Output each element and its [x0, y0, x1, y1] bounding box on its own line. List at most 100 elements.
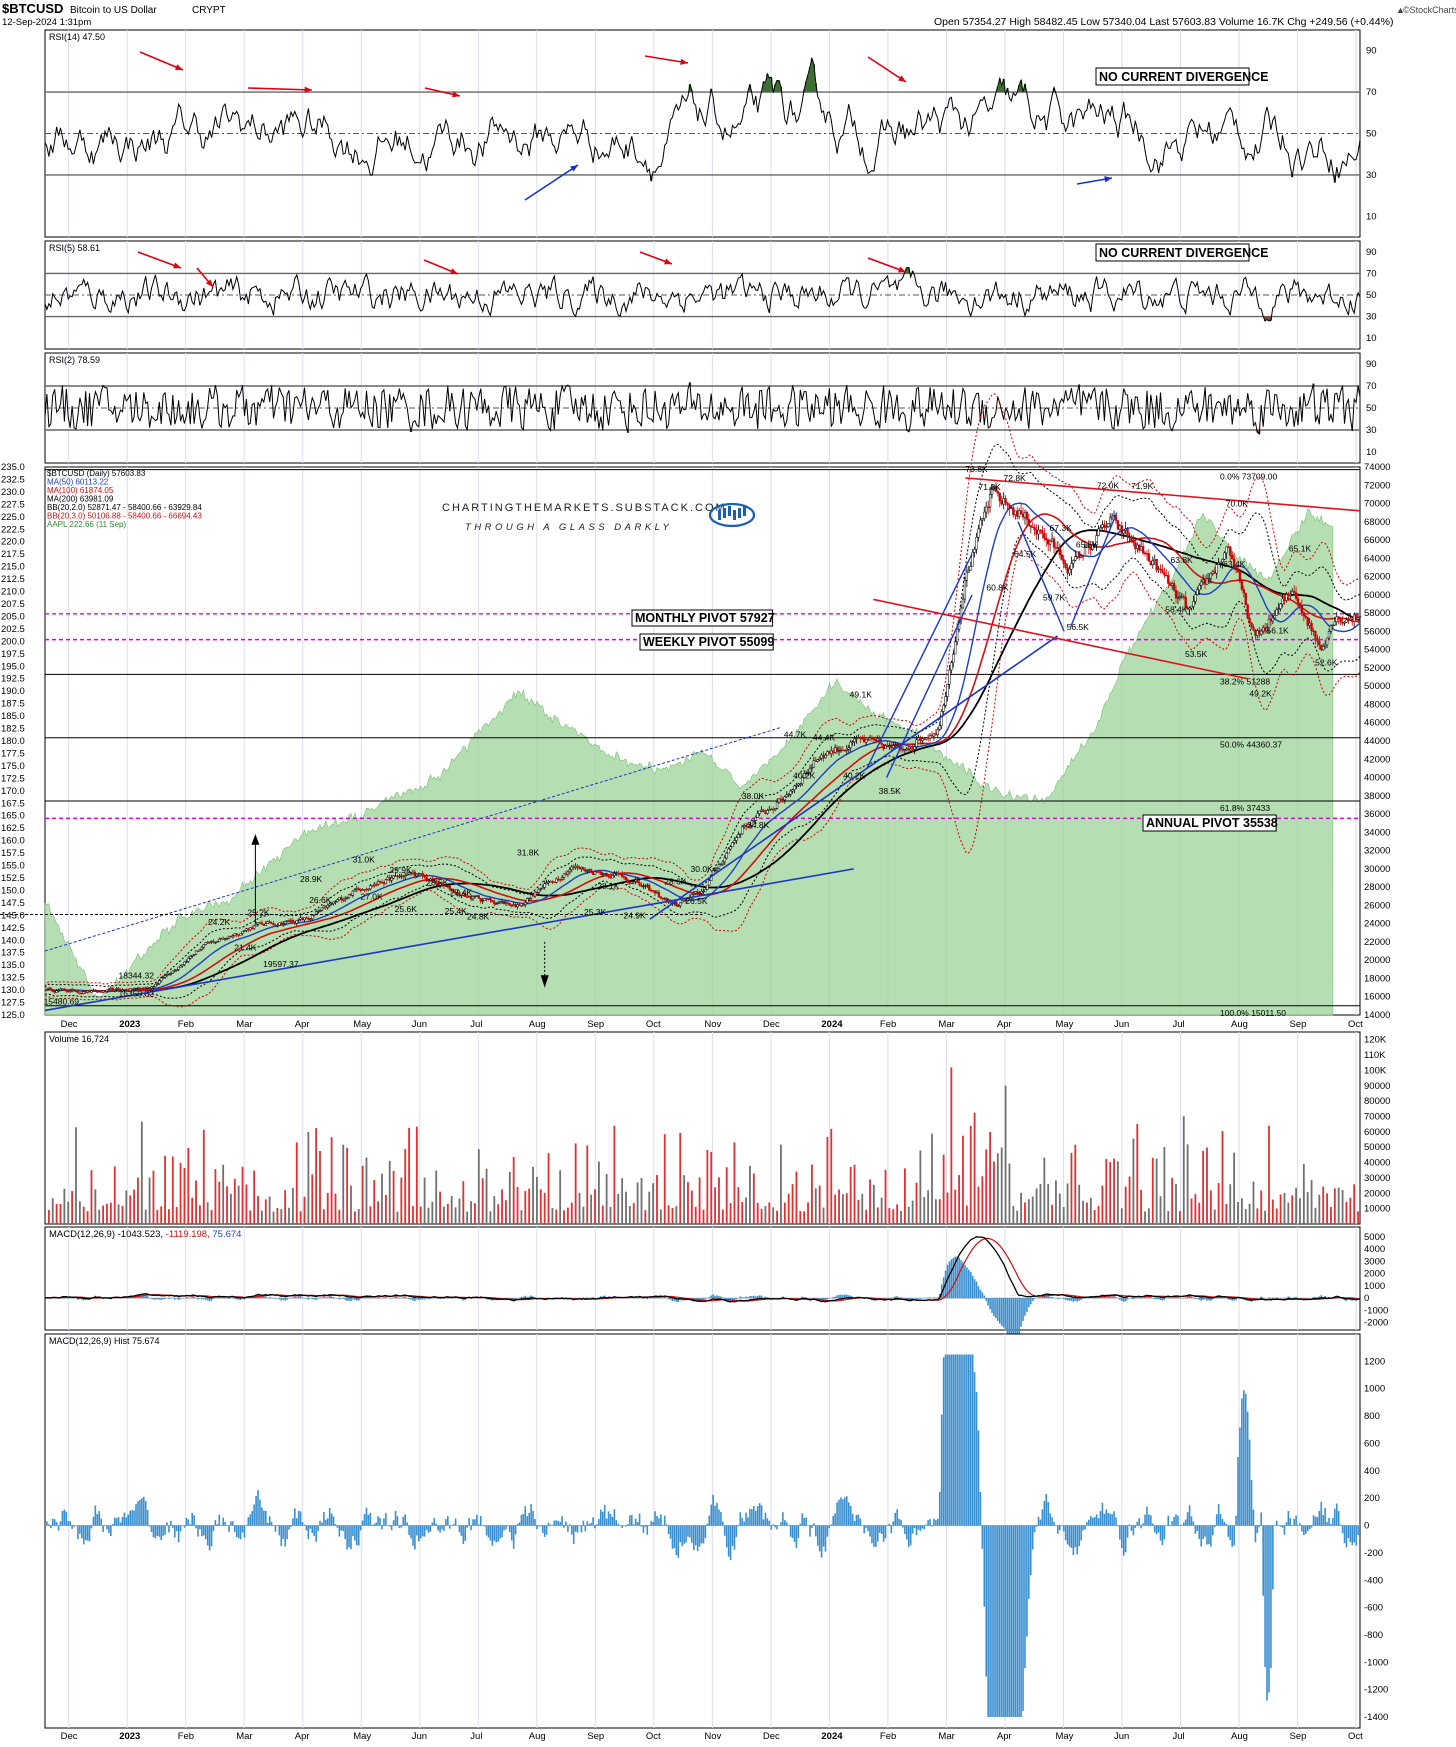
candle-body: [661, 897, 664, 900]
volume-bar: [82, 1206, 85, 1224]
candle-body: [704, 889, 707, 892]
candle-body: [609, 876, 612, 879]
candle-body: [584, 869, 587, 872]
candle-body: [839, 749, 843, 752]
candle-body: [820, 754, 823, 759]
volume-bar: [1333, 1188, 1336, 1224]
candle-body: [996, 491, 999, 494]
aapl-axis-label: 140.0: [1, 935, 25, 946]
volume-bar: [427, 1207, 430, 1224]
candle-body: [214, 941, 217, 944]
volume-axis-label: 50000: [1364, 1142, 1390, 1153]
candle-body: [648, 884, 651, 891]
candle-body: [868, 737, 872, 741]
divergence-arrow-head: [898, 266, 906, 273]
candle-body: [489, 897, 492, 901]
candle-body: [59, 988, 62, 991]
volume-bar: [1124, 1186, 1127, 1224]
candle-body: [576, 865, 579, 868]
volume-bar: [981, 1176, 984, 1224]
candle-body: [1054, 547, 1058, 549]
candle-body: [1170, 583, 1174, 586]
candle-body: [400, 875, 403, 877]
volume-bar: [276, 1207, 279, 1224]
candle-body: [318, 910, 322, 912]
aapl-axis-label: 217.5: [1, 549, 25, 560]
candle-body: [737, 834, 740, 838]
candle-body: [787, 794, 790, 796]
aapl-axis-label: 222.5: [1, 524, 25, 535]
candle-body: [1320, 644, 1323, 650]
macd-axis-label: 3000: [1364, 1256, 1385, 1267]
candle-body: [1031, 526, 1034, 529]
candle-body: [578, 867, 581, 869]
candle-body: [249, 927, 252, 931]
candle-body: [624, 876, 628, 881]
volume-bar: [253, 1170, 256, 1224]
candle-body: [806, 772, 810, 774]
volume-bar: [888, 1208, 891, 1224]
candle-body: [1091, 544, 1094, 550]
candle-body: [595, 871, 599, 873]
candle-body: [601, 873, 604, 876]
candle-body: [1351, 618, 1354, 622]
volume-bar: [1299, 1198, 1301, 1224]
hist-axis-label: -1000: [1364, 1657, 1388, 1668]
volume-bar: [272, 1211, 275, 1224]
macd-axis-label: 1000: [1364, 1281, 1385, 1292]
volume-bar: [656, 1175, 658, 1224]
fib-label: 100.0% 15011.50: [1220, 1008, 1286, 1018]
candle-body: [1211, 571, 1214, 574]
aapl-axis-label: 165.0: [1, 811, 25, 822]
candle-body: [514, 904, 517, 908]
price-point-label: 65.5K: [1076, 540, 1099, 550]
candle-body: [727, 848, 730, 854]
x-axis-label: Apr: [295, 1731, 310, 1742]
candle-body: [580, 866, 583, 869]
candle-body: [1231, 555, 1234, 560]
candle-body: [1203, 579, 1207, 585]
price-point-label: 24.9K: [623, 910, 646, 920]
candle-body: [1354, 614, 1358, 620]
volume-bar: [969, 1126, 972, 1224]
price-axis-label: 20000: [1364, 955, 1390, 966]
volume-bar: [749, 1165, 751, 1224]
volume-bar: [934, 1199, 937, 1224]
candle-body: [394, 875, 397, 877]
candle-body: [80, 992, 83, 995]
x-axis-label: Dec: [763, 1019, 780, 1030]
price-axis-label: 52000: [1364, 663, 1390, 674]
volume-bar: [497, 1204, 500, 1224]
candle-body: [1095, 535, 1098, 545]
candle-body: [1151, 560, 1154, 566]
candle-body: [460, 894, 463, 897]
volume-bar: [1031, 1196, 1034, 1224]
candle-body: [1039, 529, 1042, 532]
price-axis-label: 62000: [1364, 572, 1390, 583]
candle-body: [915, 739, 918, 747]
candle-body: [1258, 630, 1261, 635]
aapl-axis-label: 230.0: [1, 487, 25, 498]
volume-bar: [609, 1206, 612, 1224]
exchange-label: CRYPT: [192, 5, 226, 16]
candle-body: [1157, 568, 1160, 571]
candle-body: [1267, 618, 1271, 629]
candle-body: [464, 893, 467, 897]
candle-body: [1122, 530, 1125, 534]
candle-body: [384, 879, 388, 885]
candle-body: [653, 890, 657, 894]
candle-body: [917, 737, 920, 740]
price-panel: 74000 72000 70000 68000 66000 64000 62000 60000…: [0, 393, 1390, 1030]
candle-body: [872, 737, 876, 740]
candle-body: [588, 869, 591, 872]
candle-body: [1021, 513, 1025, 518]
candle-body: [491, 899, 494, 902]
bb2-lower: [44, 534, 1361, 999]
x-axis-label: Oct: [646, 1019, 661, 1030]
candle-body: [535, 891, 539, 894]
candle-body: [622, 876, 626, 878]
volume-bar: [179, 1162, 182, 1224]
x-axis-label: Jul: [1173, 1019, 1185, 1030]
macd-label-part: MACD(12,26,9): [49, 1229, 115, 1240]
trendline-wedge: [1070, 512, 1118, 628]
